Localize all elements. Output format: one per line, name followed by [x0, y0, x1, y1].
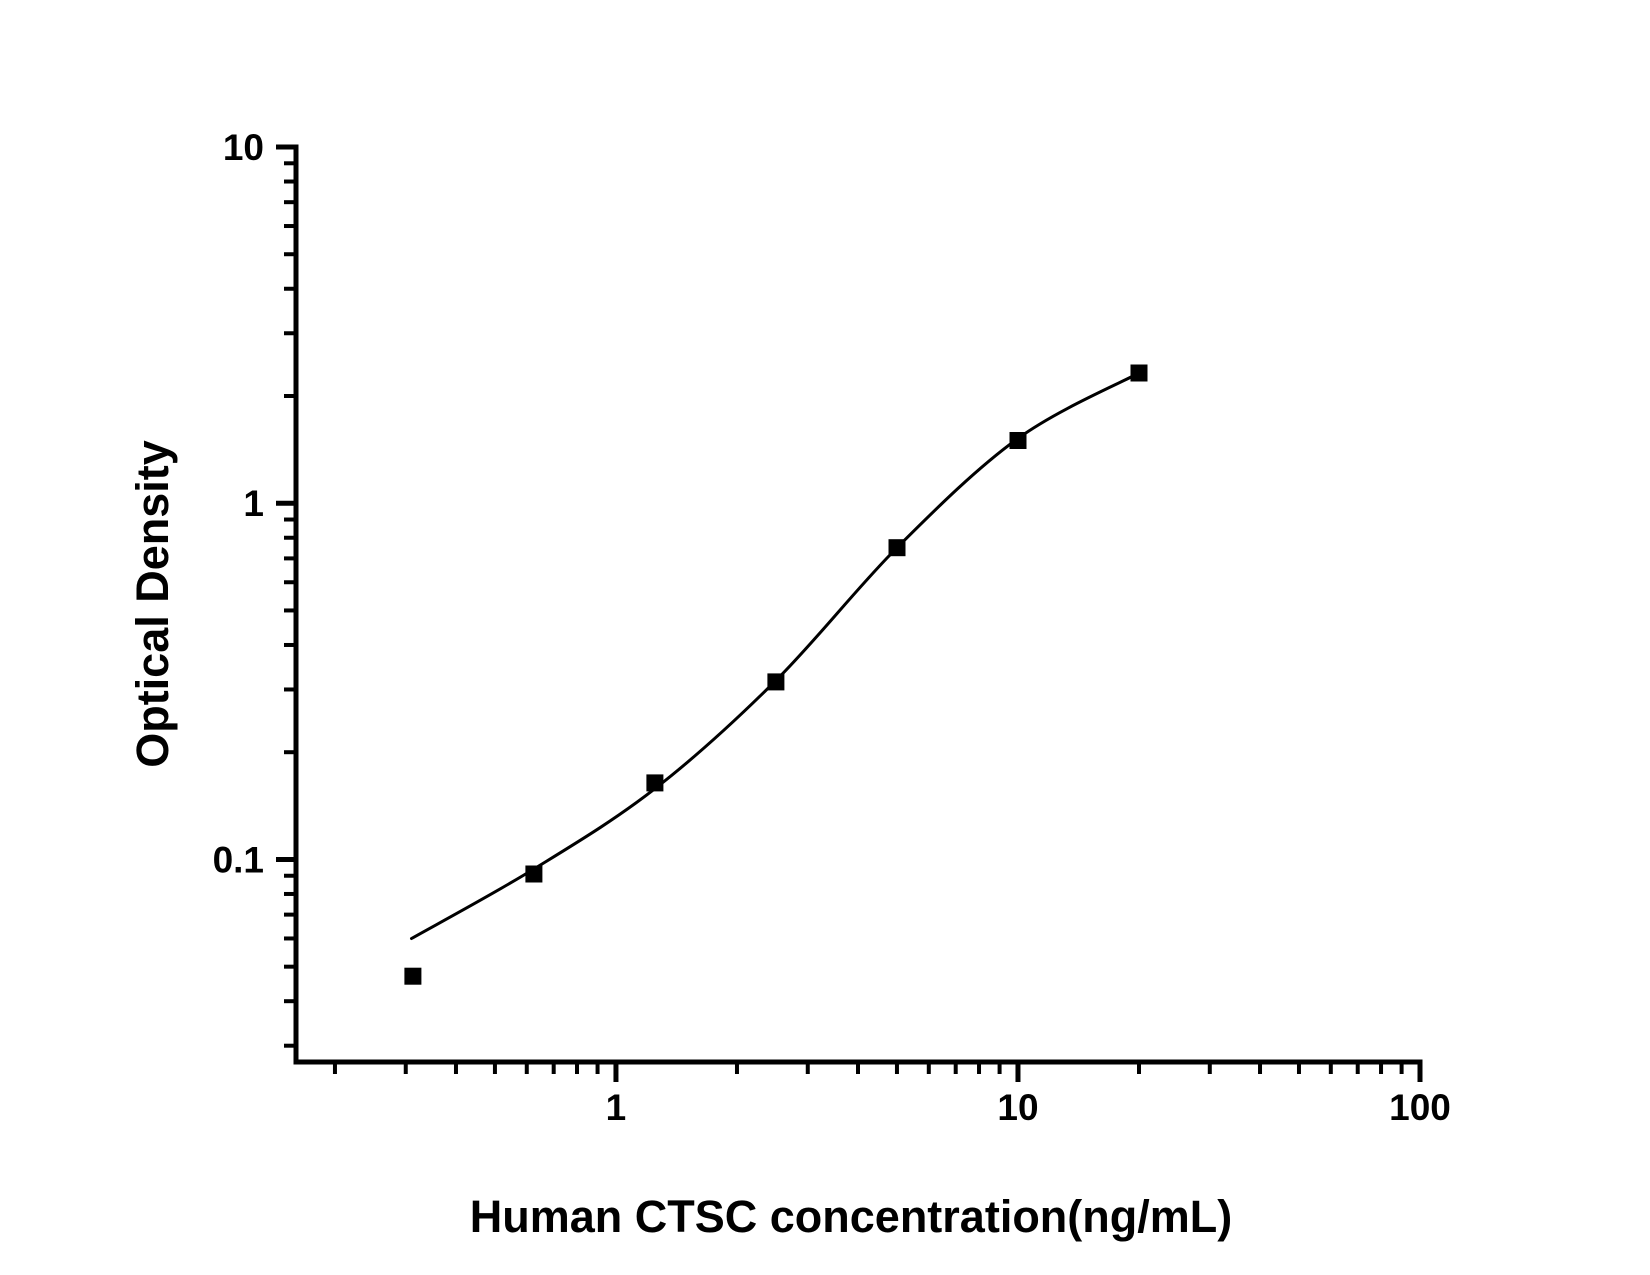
x-axis-title: Human CTSC concentration(ng/mL) — [470, 1191, 1233, 1242]
data-point-marker — [525, 865, 543, 883]
fit-curve — [410, 371, 1141, 940]
data-point-marker — [888, 539, 906, 557]
y-tick-label: 1 — [243, 483, 264, 524]
y-tick-label: 0.1 — [213, 839, 264, 880]
x-tick-label: 1 — [606, 1087, 627, 1128]
data-point-marker — [767, 673, 785, 691]
x-tick-label: 100 — [1389, 1087, 1451, 1128]
y-axis: 0.1 1 10 — [213, 127, 299, 1065]
x-axis: 1 10 100 — [293, 1059, 1451, 1128]
x-tick-label: 10 — [997, 1087, 1038, 1128]
data-point-marker — [404, 967, 422, 985]
data-point-marker — [1130, 364, 1148, 382]
data-point-marker — [1009, 432, 1027, 449]
y-axis-title: Optical Density — [127, 440, 178, 768]
data-point-marker — [646, 774, 664, 792]
y-tick-label: 10 — [223, 127, 264, 168]
data-points — [404, 364, 1148, 985]
